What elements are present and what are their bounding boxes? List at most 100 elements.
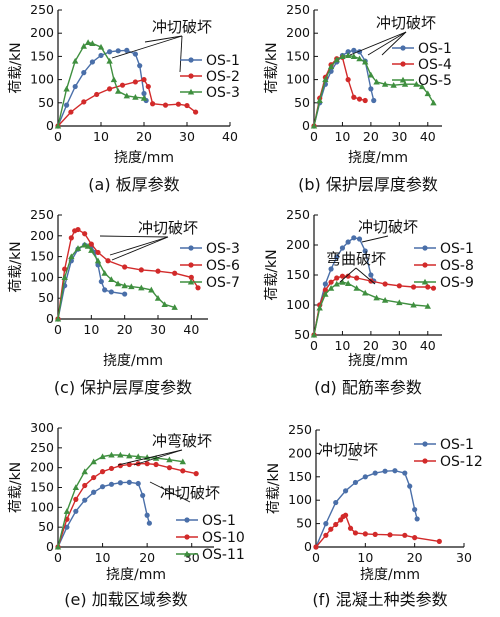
x-tick-label: 30 xyxy=(150,322,166,337)
annotation-arrow xyxy=(99,235,169,238)
panel-d: 50 100 150 200 250 0 10 20 30 40 挠度/mm 荷载/kN 冲切破坏弯曲破… xyxy=(264,207,474,397)
data-point-OS-1 xyxy=(82,497,88,503)
data-point-OS-5 xyxy=(430,99,437,106)
y-tick-label: 0 xyxy=(304,539,312,554)
y-tick-label: 100 xyxy=(286,297,310,312)
series-line-OS-2 xyxy=(57,78,197,127)
data-point-OS-5 xyxy=(413,81,420,87)
data-point-OS-3 xyxy=(110,76,118,83)
panel-caption: (c) 保护层厚度参数 xyxy=(54,378,192,397)
data-point-OS-5 xyxy=(339,53,346,59)
x-axis-title: 挠度/mm xyxy=(114,150,174,166)
data-point-OS-8 xyxy=(354,275,360,281)
data-point-OS-5 xyxy=(322,76,329,83)
legend-marker xyxy=(422,245,428,251)
data-point-OS-5 xyxy=(401,81,409,87)
data-point-OS-5 xyxy=(367,71,375,78)
annotation-arrow xyxy=(111,35,183,59)
data-point-OS-12 xyxy=(402,532,408,538)
data-point-OS-1 xyxy=(412,506,418,513)
y-tick-label: 150 xyxy=(30,48,54,63)
data-point-OS-2 xyxy=(193,109,199,115)
data-point-OS-11 xyxy=(72,484,80,491)
y-tick-label: 250 xyxy=(286,2,310,17)
data-point-OS-1 xyxy=(135,480,141,487)
legend-entry: OS-12 xyxy=(440,454,483,470)
legend-marker xyxy=(188,57,194,63)
y-tick-label: 200 xyxy=(30,228,54,243)
legend-entry: OS-5 xyxy=(418,73,452,89)
y-tick-label: 100 xyxy=(30,269,54,284)
y-tick-label: 50 xyxy=(38,519,54,534)
data-point-OS-1 xyxy=(124,47,130,53)
x-tick-label: 20 xyxy=(139,550,155,565)
data-point-OS-11 xyxy=(108,451,115,458)
y-tick-label: 100 xyxy=(286,72,310,87)
data-point-OS-4 xyxy=(345,77,351,83)
data-point-OS-10 xyxy=(144,461,150,467)
data-point-OS-8 xyxy=(334,275,340,281)
y-tick-label: 150 xyxy=(288,469,312,484)
data-point-OS-7 xyxy=(84,243,92,249)
data-point-OS-10 xyxy=(91,474,97,481)
data-point-OS-7 xyxy=(138,284,145,291)
legend-entry: OS-9 xyxy=(440,275,474,291)
data-point-OS-3 xyxy=(115,88,122,94)
data-point-OS-1 xyxy=(91,489,97,495)
data-point-OS-1 xyxy=(345,239,351,245)
data-point-OS-10 xyxy=(126,461,132,468)
data-point-OS-12 xyxy=(372,531,378,537)
legend-entry: OS-1 xyxy=(418,41,452,57)
data-point-OS-8 xyxy=(322,287,328,293)
y-axis-title: 荷载/kN xyxy=(264,249,280,300)
data-point-OS-7 xyxy=(114,280,122,287)
data-point-OS-11 xyxy=(135,453,142,460)
data-point-OS-1 xyxy=(146,520,152,526)
data-point-OS-6 xyxy=(75,226,81,233)
data-point-OS-5 xyxy=(350,53,358,59)
legend-marker xyxy=(188,262,194,268)
x-tick-label: 0 xyxy=(312,550,320,565)
data-point-OS-6 xyxy=(138,267,144,273)
data-point-OS-5 xyxy=(362,58,369,65)
data-point-OS-1 xyxy=(351,47,357,53)
data-point-OS-9 xyxy=(333,280,340,287)
data-point-OS-12 xyxy=(323,532,329,538)
legend-marker xyxy=(422,458,428,464)
data-point-OS-1 xyxy=(351,235,357,241)
x-tick-label: 0 xyxy=(54,550,62,565)
annotation-arrow xyxy=(133,449,183,466)
y-tick-label: 50 xyxy=(296,516,312,531)
data-point-OS-4 xyxy=(356,96,363,102)
data-point-OS-2 xyxy=(150,101,156,107)
data-point-OS-7 xyxy=(88,247,95,253)
annotation-arrow xyxy=(361,235,389,243)
data-point-OS-7 xyxy=(154,295,162,301)
data-point-OS-12 xyxy=(436,538,442,544)
annotation-arrow xyxy=(355,267,376,285)
y-tick-label: 150 xyxy=(286,267,310,282)
panel-f: 0 50 100 150 200 250 0 10 20 30 挠度/mm 荷载/kN 冲切破坏 OS-1… xyxy=(266,422,483,609)
data-point-OS-5 xyxy=(390,81,397,88)
data-point-OS-1 xyxy=(407,483,413,489)
y-tick-label: 0 xyxy=(46,539,54,554)
data-point-OS-3 xyxy=(102,287,108,293)
data-point-OS-7 xyxy=(121,282,128,289)
data-point-OS-9 xyxy=(344,280,352,286)
data-point-OS-1 xyxy=(141,90,147,97)
data-point-OS-6 xyxy=(155,268,161,274)
data-point-OS-1 xyxy=(115,48,121,54)
data-point-OS-2 xyxy=(68,109,74,115)
annotation-label: 冲切破坏 xyxy=(358,218,418,236)
data-point-OS-1 xyxy=(144,512,150,518)
data-point-OS-9 xyxy=(327,285,335,291)
y-axis-title: 荷载/kN xyxy=(8,241,24,292)
x-tick-label: 0 xyxy=(310,129,318,144)
data-point-OS-3 xyxy=(72,57,79,64)
data-point-OS-1 xyxy=(140,492,146,499)
legend-marker xyxy=(399,76,407,83)
y-tick-label: 250 xyxy=(30,2,54,17)
data-point-OS-9 xyxy=(339,279,346,285)
data-point-OS-8 xyxy=(425,284,431,290)
data-point-OS-9 xyxy=(353,285,360,291)
